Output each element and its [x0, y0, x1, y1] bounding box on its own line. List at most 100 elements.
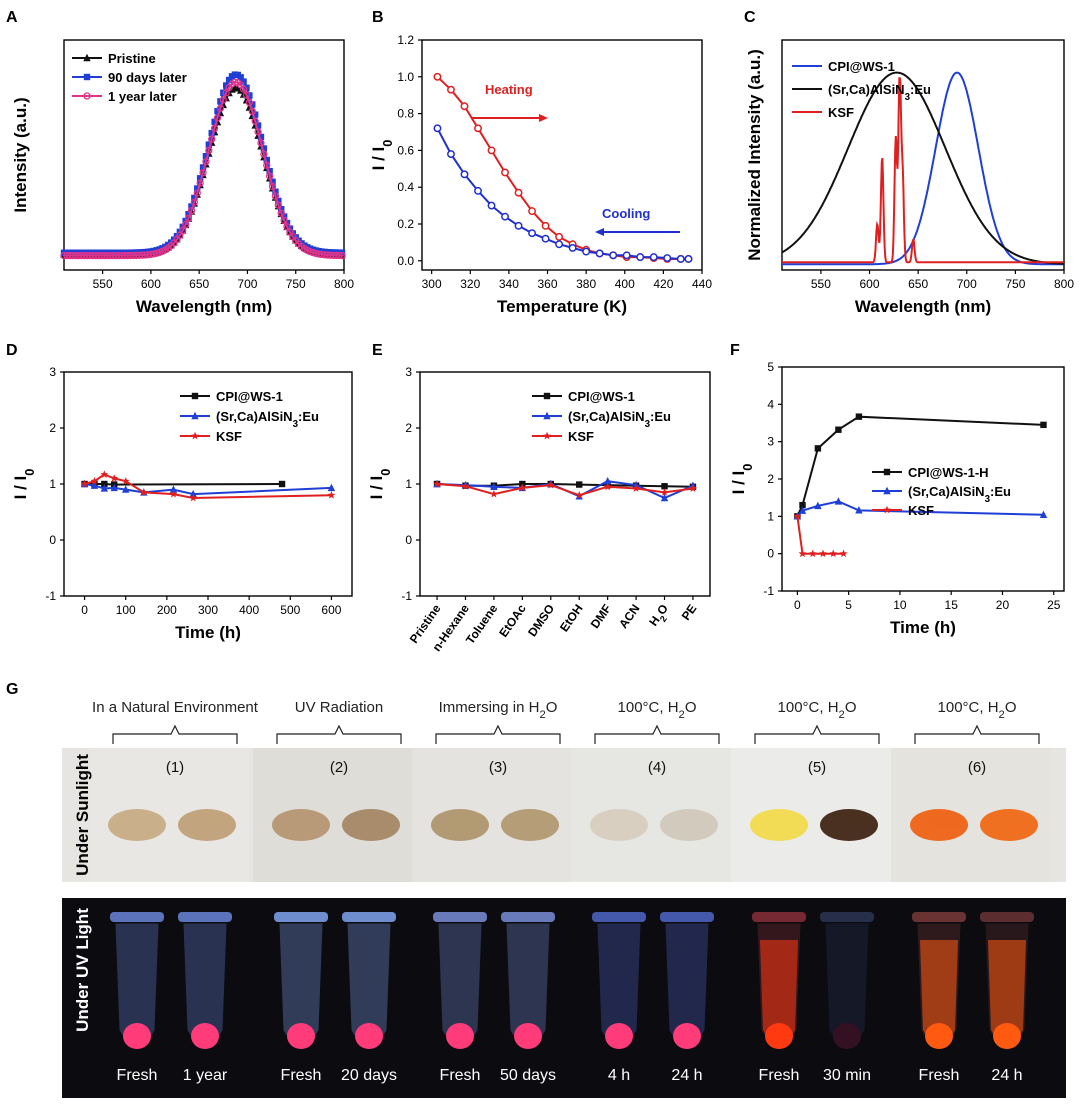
- x-tick-label: 400: [615, 277, 635, 291]
- data-point: [254, 128, 262, 136]
- heating-arrowhead: [539, 114, 548, 122]
- glowing-sample: [605, 1023, 633, 1049]
- data-point: [1039, 510, 1048, 519]
- sample-number: (4): [648, 759, 666, 776]
- condition-bracket: [914, 724, 1040, 744]
- data-point: [278, 205, 285, 213]
- data-point: [603, 482, 612, 491]
- data-point: [245, 98, 254, 107]
- text-run: Normalized Intensity (a.u.): [745, 49, 764, 261]
- data-point: [205, 141, 213, 148]
- data-point: [819, 549, 827, 558]
- data-point: [528, 207, 537, 216]
- text-run: O: [845, 699, 857, 716]
- data-point: [208, 129, 215, 137]
- y-tick-label: -1: [763, 584, 774, 598]
- y-axis-title: I / I0: [369, 140, 395, 171]
- powder-highlight: [839, 811, 871, 829]
- text-run: EtOH: [557, 602, 586, 635]
- data-point: [834, 497, 843, 505]
- data-point: [254, 122, 262, 129]
- data-point: [555, 232, 564, 241]
- x-tick-label: 750: [1005, 277, 1025, 291]
- time-label: Fresh: [281, 1067, 322, 1084]
- x-tick-label: 600: [321, 603, 341, 617]
- data-point: [688, 484, 697, 492]
- category-label: ACN: [616, 602, 642, 631]
- y-tick-label: 1: [767, 509, 774, 523]
- tube-cap: [342, 912, 396, 922]
- condition-title: 100°C, H2O: [778, 699, 857, 721]
- legend-label: CPI@WS-1: [216, 389, 283, 404]
- data-point: [575, 491, 584, 499]
- text-run: (Sr,Ca)AlSiN: [568, 409, 645, 424]
- y-tick-label: 1: [405, 477, 412, 491]
- y-tick-label: 0: [405, 533, 412, 547]
- text-run: 1 year later: [108, 89, 177, 104]
- data-point: [546, 480, 555, 489]
- text-run: I / I: [11, 476, 30, 500]
- y-tick-label: 2: [49, 421, 56, 435]
- y-tick-label: 0.8: [397, 107, 414, 121]
- data-point: [855, 413, 863, 420]
- series-line: [782, 77, 1064, 264]
- subscript: 0: [378, 469, 393, 476]
- x-tick-label: 0: [794, 598, 801, 612]
- x-tick-label: 360: [538, 277, 558, 291]
- data-point: [280, 216, 288, 225]
- data-point: [90, 481, 99, 489]
- data-point: [225, 76, 233, 84]
- data-point: [240, 78, 247, 85]
- panel-letter: D: [6, 342, 18, 359]
- legend-marker: [883, 486, 891, 495]
- x-tick-label: 300: [422, 277, 442, 291]
- legend-marker: [83, 92, 91, 100]
- text-run: (Sr,Ca)AlSiN: [908, 484, 985, 499]
- data-point: [199, 164, 207, 171]
- x-tick-label: 25: [1047, 598, 1061, 612]
- text-run: CPI@WS-1: [828, 59, 895, 74]
- text-run: In a Natural Environment: [92, 699, 259, 716]
- panel-a: A 550 600 650 700 750 800 Wavelength (nm) Intens…: [6, 9, 354, 316]
- time-label: 24 h: [991, 1067, 1022, 1084]
- row-label-uv: Under UV Light: [73, 908, 92, 1032]
- data-point: [541, 221, 550, 230]
- category-label: H2O: [646, 602, 674, 631]
- data-point: [184, 214, 193, 222]
- data-point: [190, 198, 198, 206]
- data-point: [208, 135, 216, 143]
- x-tick-label: 550: [811, 277, 831, 291]
- data-point: [251, 111, 259, 118]
- data-point: [251, 117, 259, 125]
- y-tick-label: 1: [49, 477, 56, 491]
- x-tick-label: 5: [845, 598, 852, 612]
- data-point: [582, 247, 591, 256]
- text-run: I / I: [369, 147, 388, 171]
- series-line: [796, 516, 844, 555]
- y-tick-label: -1: [45, 589, 56, 603]
- x-tick-label: 550: [93, 277, 113, 291]
- glowing-sample: [446, 1023, 474, 1049]
- x-axis-title: Time (h): [175, 623, 241, 642]
- x-tick-label: 700: [957, 277, 977, 291]
- glowing-sample: [673, 1023, 701, 1049]
- data-point: [263, 161, 271, 169]
- data-point: [187, 206, 196, 215]
- x-tick-label: 0: [81, 603, 88, 617]
- tube-cap: [501, 912, 555, 922]
- data-point: [272, 188, 279, 195]
- data-point: [257, 139, 265, 147]
- data-point: [684, 255, 693, 263]
- y-axis-title: I / I0: [729, 464, 755, 495]
- data-point: [266, 167, 273, 175]
- legend-marker: [543, 411, 551, 420]
- time-label: 50 days: [500, 1067, 556, 1084]
- condition-title: In a Natural Environment: [92, 699, 259, 716]
- sample-number: (2): [330, 759, 348, 776]
- data-point: [514, 221, 523, 230]
- text-run: DMSO: [525, 602, 557, 640]
- category-label: DMSO: [525, 602, 557, 640]
- data-point: [182, 217, 189, 225]
- panel-letter: G: [6, 681, 18, 698]
- x-axis-title: Time (h): [890, 618, 956, 637]
